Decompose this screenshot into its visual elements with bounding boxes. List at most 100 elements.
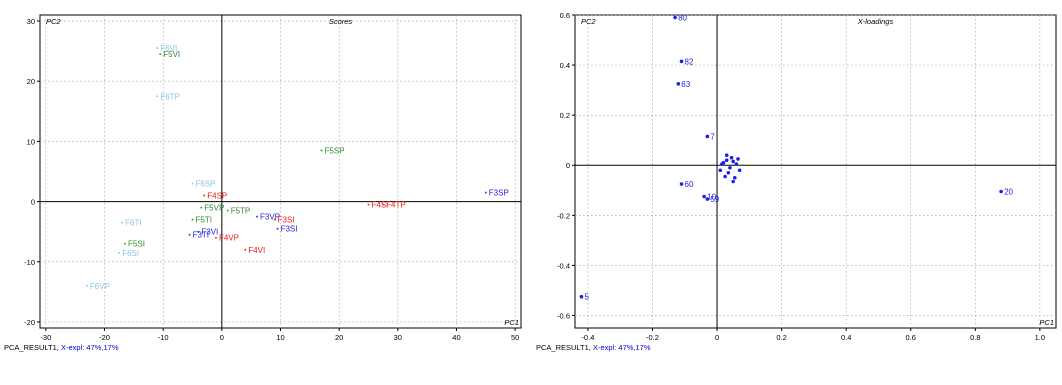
x-tick-label: 0.2 [776,333,786,342]
data-point [724,158,729,163]
y-tick-label: 0.6 [560,11,570,20]
data-point [999,189,1003,194]
data-point [731,159,735,164]
data-point [705,197,710,201]
x-axis-label: PC1 [1039,318,1054,327]
data-point [276,227,279,230]
data-point [203,194,206,197]
plot-frame [574,14,1057,329]
chart-title: Scores [329,17,353,26]
data-point [156,95,159,98]
data-point [737,168,742,173]
data-point [728,165,732,170]
point-label: 10 [707,193,716,202]
data-point [367,203,370,206]
point-label: F5VP [204,204,224,213]
x-tick-label: 0.8 [970,333,980,342]
scores-panel: -30 -20 -10 0 10 20 30 40 50 -20 -10 0 10 20 30 Scores P… [0,0,525,385]
point-label: 82 [685,57,694,66]
data-point [191,218,194,221]
point-label: 59 [710,195,719,204]
point-label: F4TP [386,201,406,210]
x-tick-label: -30 [40,333,51,342]
x-tick-label: -0.2 [646,333,659,342]
y-tick-label: -0.4 [557,261,570,270]
loadings-caption: PCA_RESULT1, X-expl: 47%,17% [536,343,651,352]
loadings-panel: -0.4 -0.2 0 0.2 0.4 0.6 0.8 1.0 -0.6 -0.4 -0.2 0 0.2… [528,0,1062,385]
data-point [579,294,584,299]
point-label: 7 [710,132,715,141]
y-tick-label: 20 [27,77,35,86]
data-point [197,230,200,233]
point-label: 5 [584,293,589,302]
x-tick-label: 20 [335,333,343,342]
data-point [159,53,162,55]
data-point [86,285,88,287]
point-label: F4SP [207,192,227,201]
x-axis-label: PC1 [504,318,519,327]
data-point [676,82,681,86]
x-tick-label: -0.4 [581,333,594,342]
data-point [215,236,217,239]
point-label: F4VP [219,234,239,243]
point-label: F6TP [160,92,180,101]
point-label: F5SP [325,146,345,155]
data-point [121,221,123,224]
data-point [724,153,729,158]
data-point [156,47,159,49]
data-point [679,182,684,186]
data-point [244,248,247,251]
y-tick-label: -10 [24,258,35,267]
data-point [731,179,735,184]
scores-plot: -30 -20 -10 0 10 20 30 40 50 -20 -10 0 10 20 30 Scores P… [24,14,522,342]
data-point [726,170,731,175]
data-point [705,134,710,139]
x-tick-label: 0.4 [841,333,851,342]
data-point [118,251,120,254]
scores-caption: PCA_RESULT1, X-expl: 47%,17% [4,343,119,352]
y-tick-label: -20 [24,318,35,327]
point-label: F6SI [122,249,139,258]
x-tick-label: 40 [452,333,460,342]
x-tick-label: 50 [511,333,519,342]
x-tick-label: -10 [158,333,169,342]
scores-caption-prefix: PCA_RESULT1, [4,343,59,352]
y-axis-label: PC2 [46,17,61,26]
chart-title: X-loadings [857,17,894,26]
point-label: F6VI [160,44,177,53]
point-label: F4SI [371,201,388,210]
point-label: F5VI [163,50,180,59]
point-label: F3SI [281,225,298,234]
data-point [673,15,677,20]
y-tick-label: -0.6 [557,311,570,320]
data-point [191,182,194,185]
data-point [320,149,323,152]
y-axis-label: PC2 [581,17,596,26]
data-point [226,209,229,212]
point-label: F5TI [196,216,212,225]
point-label: F5TP [231,207,251,216]
point-label: 20 [1004,188,1013,197]
x-tick-label: 30 [394,333,402,342]
data-point [679,59,684,64]
y-tick-label: 0.2 [560,111,570,120]
data-point [485,191,487,194]
data-point [720,162,724,166]
y-tick-label: 0.4 [560,61,570,70]
point-label: F3VP [260,213,280,222]
x-tick-label: 0 [715,333,719,342]
loadings-plot: -0.4 -0.2 0 0.2 0.4 0.6 0.8 1.0 -0.6 -0.4 -0.2 0 0.2… [557,11,1057,342]
y-tick-label: 10 [27,137,35,146]
data-point [382,203,384,206]
loadings-caption-prefix: PCA_RESULT1, [536,343,591,352]
x-tick-label: 10 [276,333,284,342]
y-tick-label: -0.2 [557,211,570,220]
data-point [734,162,739,166]
loadings-caption-explained: X-expl: 47%,17% [592,343,651,352]
point-label: 63 [681,80,690,89]
y-tick-label: 0 [566,161,570,170]
data-point [718,168,723,173]
x-tick-label: 0 [220,333,224,342]
point-label: F5SI [128,240,145,249]
point-label: F3SI [278,216,295,225]
